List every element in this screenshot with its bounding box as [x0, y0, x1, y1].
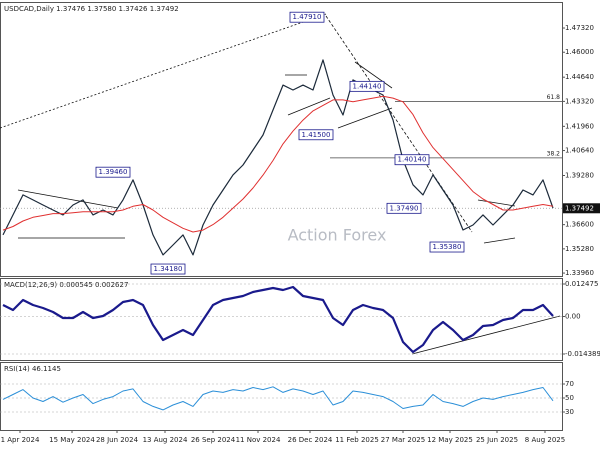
annotation-label: 1.40140	[398, 156, 427, 164]
trendline	[477, 199, 516, 207]
trendline	[411, 315, 561, 355]
y-tick-label: 1.43320	[565, 97, 594, 105]
annotation-box	[289, 11, 325, 23]
annotation-box	[386, 202, 422, 214]
trendline	[483, 237, 516, 244]
annotation-box	[95, 166, 131, 178]
trendline	[17, 189, 119, 209]
watermark: Action Forex	[288, 226, 387, 245]
macd-pane	[0, 278, 563, 361]
x-tick-label: 28 Jun 2024	[96, 436, 139, 444]
price-pane	[0, 2, 563, 277]
trendline	[287, 97, 331, 116]
last-price-box	[563, 203, 600, 214]
annotation-label: 1.37490	[390, 204, 419, 212]
series-line	[2, 59, 554, 256]
y-tick-label: 1.41960	[565, 122, 594, 130]
y-tick-label: 1.40640	[565, 147, 594, 155]
annotation-label: 1.39460	[99, 168, 128, 176]
series-line	[2, 95, 554, 233]
x-tick-label: 12 May 2025	[427, 436, 473, 444]
level-label: 61.8	[547, 94, 561, 101]
trendline	[337, 107, 393, 129]
trendline	[0, 13, 327, 129]
y-tick-label: 30	[565, 408, 574, 416]
y-tick-label: 0.00	[565, 313, 581, 321]
x-tick-label: 25 Jun 2025	[476, 436, 518, 444]
y-tick-label: 70	[565, 380, 574, 388]
annotation-label: 1.47910	[293, 13, 322, 21]
x-tick-label: 1 Apr 2024	[1, 436, 40, 444]
x-tick-label: 8 Aug 2025	[525, 436, 565, 444]
y-tick-label: 1.33960	[565, 269, 594, 277]
annotation-box	[150, 263, 186, 275]
series-line	[2, 285, 554, 354]
x-tick-label: 27 Mar 2025	[381, 436, 425, 444]
annotation-label: 1.44140	[353, 82, 382, 90]
annotation-label: 1.35380	[433, 243, 462, 251]
trendline	[354, 61, 393, 89]
series-line	[2, 386, 554, 411]
annotation-label: 1.41500	[302, 131, 331, 139]
y-tick-label: 1.46000	[565, 48, 594, 56]
last-price-label: 1.37492	[565, 204, 594, 212]
x-tick-label: 26 Dec 2024	[288, 436, 333, 444]
y-tick-label: 1.36600	[565, 221, 594, 229]
y-tick-label: -0.014389	[565, 350, 600, 358]
x-tick-label: 13 Aug 2024	[143, 436, 188, 444]
y-tick-label: 1.44640	[565, 73, 594, 81]
x-tick-label: 11 Feb 2025	[335, 436, 379, 444]
level-label: 38.2	[547, 150, 561, 157]
x-tick-label: 15 May 2024	[49, 436, 95, 444]
rsi-pane	[0, 362, 563, 431]
annotation-box	[429, 241, 465, 253]
rsi-title: RSI(14) 46.1145	[4, 365, 61, 373]
y-tick-label: 1.39280	[565, 171, 594, 179]
y-tick-label: 1.47320	[565, 24, 594, 32]
annotation-box	[349, 80, 385, 92]
x-tick-label: 26 Sep 2024	[191, 436, 236, 444]
chart-title: USDCAD,Daily 1.37476 1.37580 1.37426 1.3…	[4, 5, 179, 13]
annotation-label: 1.34180	[154, 265, 183, 273]
macd-title: MACD(12,26,9) 0.000545 0.002627	[4, 281, 128, 289]
annotation-box	[298, 129, 334, 141]
annotation-box	[394, 154, 430, 166]
y-tick-label: 1.35280	[565, 245, 594, 253]
y-tick-label: 50	[565, 394, 574, 402]
x-tick-label: 11 Nov 2024	[236, 436, 281, 444]
y-tick-label: 0.012475	[565, 280, 598, 288]
